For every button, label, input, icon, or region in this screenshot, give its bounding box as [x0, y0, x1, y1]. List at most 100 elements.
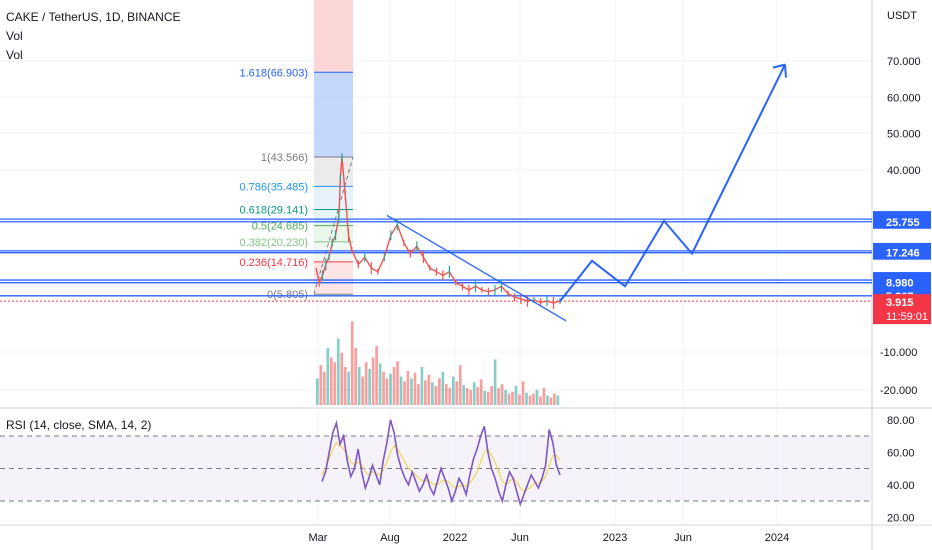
- volume-bar: [420, 367, 424, 405]
- fib-level-label: 0.382(20.230): [240, 237, 309, 249]
- price-axis-tick: 60.000: [887, 92, 921, 104]
- fib-extension-zone: [314, 0, 353, 73]
- rsi-axis-tick: 40.00: [887, 480, 915, 492]
- volume-bar: [319, 365, 323, 405]
- volume-bar: [368, 368, 371, 405]
- fib-band: [314, 261, 353, 295]
- volume-bar: [364, 362, 368, 405]
- volume-bar: [427, 374, 431, 405]
- rsi-ma-line: [321, 441, 561, 493]
- volume-bar: [406, 370, 410, 405]
- volume-bar: [556, 395, 560, 405]
- fib-trend-line: [313, 156, 354, 295]
- volume-bar: [329, 357, 333, 405]
- fib-band: [314, 225, 353, 242]
- volume-bar: [322, 371, 326, 405]
- volume-bar: [521, 381, 525, 405]
- last-price-tag: [873, 294, 931, 325]
- volume-bar: [343, 367, 347, 405]
- time-axis-tick: Jun: [674, 532, 692, 544]
- volume-bar: [539, 396, 542, 405]
- fib-band: [314, 241, 353, 262]
- projection-path: [559, 64, 786, 302]
- volume-bar: [347, 371, 351, 405]
- time-axis-tick: Aug: [380, 532, 400, 544]
- symbol-title[interactable]: CAKE / TetherUS, 1D, BINANCE: [6, 10, 181, 24]
- currency-label: USDT: [887, 10, 917, 22]
- volume-bar: [483, 390, 486, 405]
- volume-bar: [357, 367, 361, 405]
- volume-bar: [546, 395, 549, 405]
- volume-bar: [493, 359, 497, 405]
- projection-arrow-head: [772, 63, 787, 78]
- volume-bar: [316, 378, 319, 405]
- volume-bar: [472, 382, 476, 405]
- time-axis-tick: Mar: [309, 532, 328, 544]
- volume-bar: [486, 391, 490, 405]
- volume-bar: [378, 363, 382, 405]
- fib-level-label: 1.618(66.903): [240, 67, 309, 79]
- volume-bar: [549, 397, 553, 405]
- volume-bar: [350, 321, 354, 405]
- vol-legend[interactable]: Vol: [6, 29, 23, 43]
- volume-bar: [396, 361, 399, 405]
- volume-bar: [528, 395, 532, 405]
- volume-bar: [511, 391, 514, 405]
- rsi-axis-tick: 60.00: [887, 447, 915, 459]
- volume-bar: [532, 393, 535, 405]
- fib-level-label: 0.5(24.685): [252, 221, 308, 233]
- volume-axis-tick: -10.000: [880, 347, 917, 359]
- volume-bar: [438, 378, 441, 405]
- time-axis-tick: Jun: [511, 532, 529, 544]
- price-axis-tick: 50.000: [887, 129, 921, 141]
- volume-bar: [507, 393, 511, 405]
- price-level-tag-label: 17.246: [886, 248, 920, 260]
- volume-bar: [326, 348, 330, 405]
- time-axis-tick: 2023: [603, 532, 627, 544]
- time-axis-tick: 2022: [443, 532, 467, 544]
- vol-legend-2[interactable]: Vol: [6, 48, 23, 62]
- volume-bar: [553, 393, 556, 405]
- volume-bar: [497, 387, 500, 405]
- fib-level-label: 0.786(35.485): [240, 181, 309, 193]
- volume-bar: [333, 362, 337, 405]
- fib-level-label: 1(43.566): [261, 152, 308, 164]
- volume-bar: [514, 386, 518, 405]
- volume-axis-tick: -20.000: [880, 385, 917, 397]
- price-axis-tick: 40.000: [887, 165, 921, 177]
- fib-band: [314, 186, 353, 210]
- volume-bar: [441, 371, 445, 405]
- volume-bar: [382, 371, 385, 405]
- price-level-tag-label: 8.980: [886, 278, 914, 290]
- volume-bar: [340, 352, 344, 405]
- volume-bar: [465, 387, 469, 405]
- volume-bar: [490, 386, 493, 405]
- rsi-legend[interactable]: RSI (14, close, SMA, 14, 2): [6, 418, 152, 432]
- volume-bar: [431, 382, 434, 405]
- rsi-axis-tick: 20.00: [887, 512, 915, 524]
- volume-bar: [403, 381, 406, 405]
- volume-bar: [451, 376, 455, 405]
- volume-bar: [535, 389, 539, 405]
- volume-bar: [361, 376, 364, 405]
- volume-bar: [542, 387, 546, 405]
- volume-bar: [399, 376, 403, 405]
- volume-bar: [476, 386, 480, 405]
- volume-bar: [525, 392, 528, 405]
- fib-band: [314, 157, 353, 187]
- time-axis-tick: 2024: [765, 532, 789, 544]
- volume-bar: [410, 378, 413, 405]
- price-level-tag-label: 25.755: [886, 217, 920, 229]
- volume-bar: [479, 379, 483, 405]
- volume-bar: [504, 389, 507, 405]
- volume-bar: [455, 381, 459, 405]
- volume-bar: [458, 365, 462, 405]
- volume-bar: [336, 338, 340, 405]
- rsi-axis-tick: 80.00: [887, 415, 915, 427]
- descending-trendline: [386, 214, 567, 322]
- price-level-tag: [873, 274, 931, 290]
- volume-bar: [385, 378, 389, 405]
- volume-bar: [392, 367, 396, 405]
- volume-bar: [518, 394, 521, 405]
